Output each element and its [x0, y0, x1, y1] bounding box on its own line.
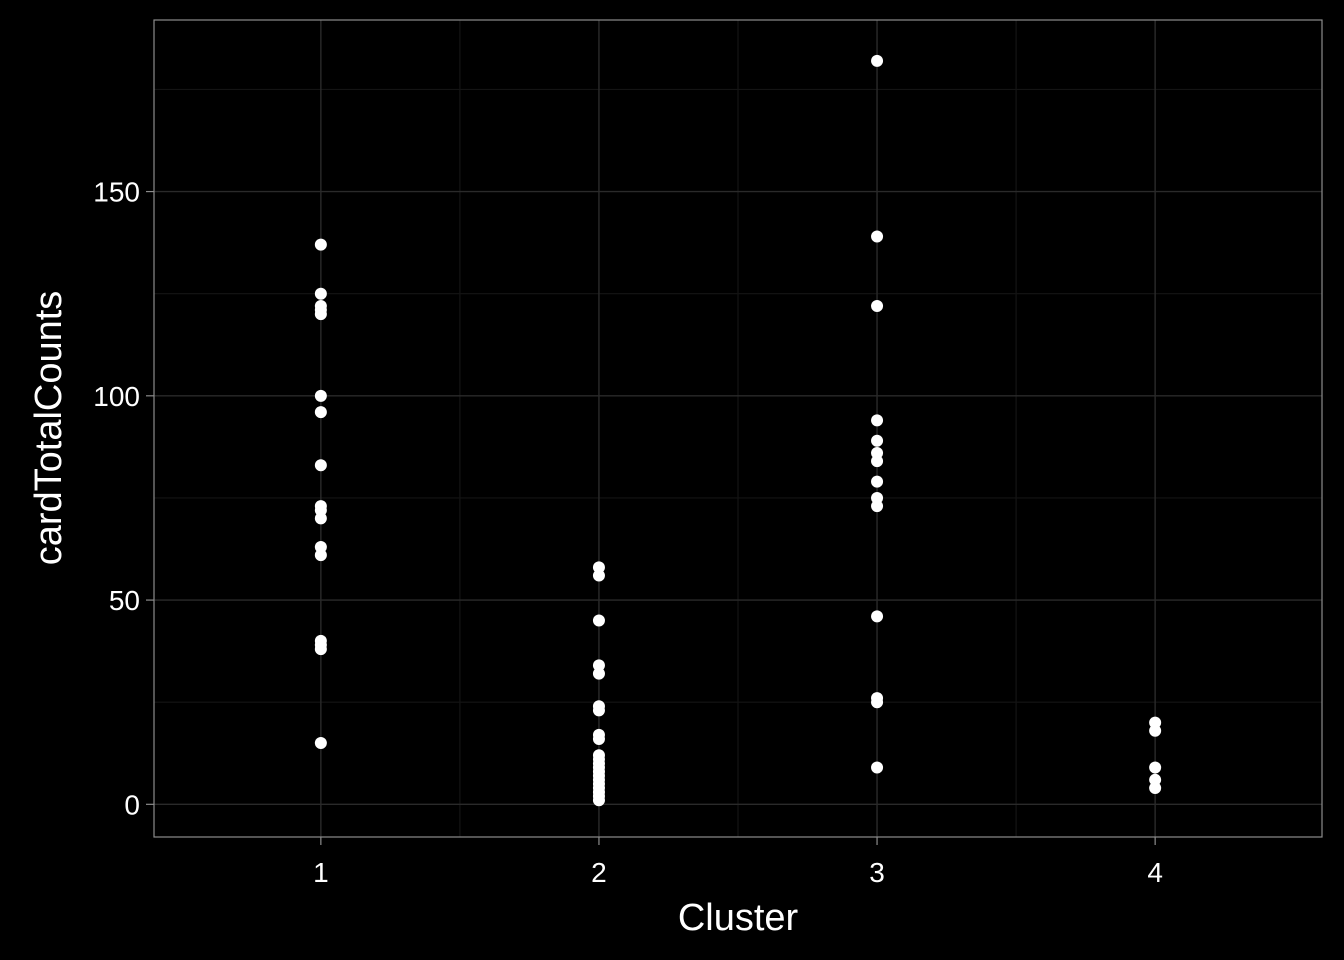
data-point-15 — [314, 643, 327, 656]
x-tick-label-0: 1 — [313, 857, 329, 888]
data-point-38 — [871, 54, 884, 67]
data-point-23 — [592, 704, 605, 717]
data-point-6 — [314, 406, 327, 419]
axis-layer: 0 50 100 150 1 2 3 4 — [93, 177, 1163, 888]
data-point-12 — [314, 549, 327, 562]
x-tick-label-1: 2 — [591, 857, 607, 888]
y-tick-label-3: 150 — [93, 177, 140, 208]
data-point-45 — [871, 475, 884, 488]
data-point-19 — [592, 614, 605, 627]
data-point-21 — [592, 667, 605, 680]
data-point-10 — [314, 512, 327, 525]
y-tick-label-0: 0 — [124, 789, 140, 820]
data-point-5 — [314, 389, 327, 402]
data-point-51 — [871, 761, 884, 774]
data-point-56 — [1149, 781, 1162, 794]
data-point-40 — [871, 299, 884, 312]
data-point-37 — [592, 794, 605, 807]
data-point-0 — [314, 238, 327, 251]
data-point-48 — [871, 610, 884, 623]
y-axis-title: cardTotalCounts — [28, 291, 70, 566]
data-point-25 — [592, 732, 605, 745]
data-point-53 — [1149, 724, 1162, 737]
y-tick-label-1: 50 — [109, 585, 140, 616]
data-point-7 — [314, 459, 327, 472]
x-axis-title: Cluster — [678, 897, 799, 939]
data-point-47 — [871, 500, 884, 513]
data-point-39 — [871, 230, 884, 243]
data-point-44 — [871, 455, 884, 468]
x-tick-label-3: 4 — [1147, 857, 1163, 888]
points-layer — [314, 54, 1162, 807]
data-point-1 — [314, 287, 327, 300]
data-point-42 — [871, 434, 884, 447]
data-point-18 — [592, 569, 605, 582]
x-tick-label-2: 3 — [869, 857, 885, 888]
data-point-4 — [314, 308, 327, 321]
data-point-50 — [871, 696, 884, 709]
panel-border — [153, 19, 1323, 838]
data-point-41 — [871, 414, 884, 427]
y-tick-label-2: 100 — [93, 381, 140, 412]
data-point-54 — [1149, 761, 1162, 774]
data-point-16 — [314, 737, 327, 750]
